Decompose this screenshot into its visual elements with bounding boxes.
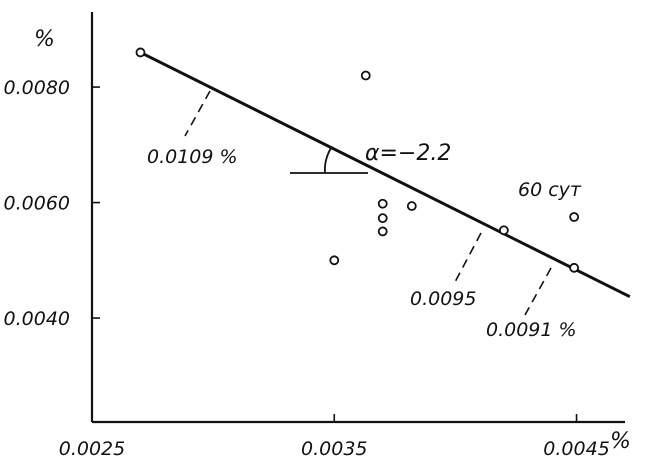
y-unit-label: % (34, 27, 55, 52)
data-point-2 (377, 198, 388, 209)
x-tick-label-0: 0.0025 (59, 438, 125, 460)
data-point-4 (377, 226, 388, 237)
annotation-0109: 0.0109 % (147, 146, 238, 168)
data-point-8 (569, 262, 580, 273)
leader-0109 (184, 90, 211, 137)
leader-0091 (524, 267, 552, 316)
data-point-9 (569, 212, 580, 222)
leader-0095 (454, 232, 482, 283)
x-tick-label-2: 0.0045 (543, 438, 609, 460)
y-tick-label-2: 0.0080 (4, 77, 70, 99)
data-point-3 (377, 213, 388, 224)
x-tick-label-1: 0.0035 (301, 438, 367, 460)
angle-arc (323, 147, 332, 174)
annotation-0095: 0.0095 (410, 288, 476, 310)
data-point-0 (135, 47, 146, 58)
data-point-1 (360, 70, 371, 81)
data-point-5 (406, 201, 417, 211)
annotations: α=−2.2 0.0109 % 0.0095 0.0091 % 60 сут (147, 90, 582, 341)
y-tick-label-0: 0.0040 (4, 308, 70, 330)
points-layer (135, 47, 580, 273)
axes (90, 12, 625, 424)
annotation-60-days: 60 сут (518, 179, 582, 201)
x-unit-label: % (610, 429, 631, 454)
data-point-7 (498, 225, 509, 236)
fit-line (139, 51, 631, 299)
x-ticks: 0.0025 0.0035 0.0045 (59, 414, 610, 460)
y-tick-label-1: 0.0060 (4, 193, 70, 215)
annotation-0091: 0.0091 % (486, 319, 577, 341)
data-point-6 (329, 255, 340, 266)
fit-line-layer (139, 51, 631, 299)
slope-label: α=−2.2 (365, 141, 451, 166)
y-ticks: 0.0040 0.0060 0.0080 (4, 77, 100, 330)
